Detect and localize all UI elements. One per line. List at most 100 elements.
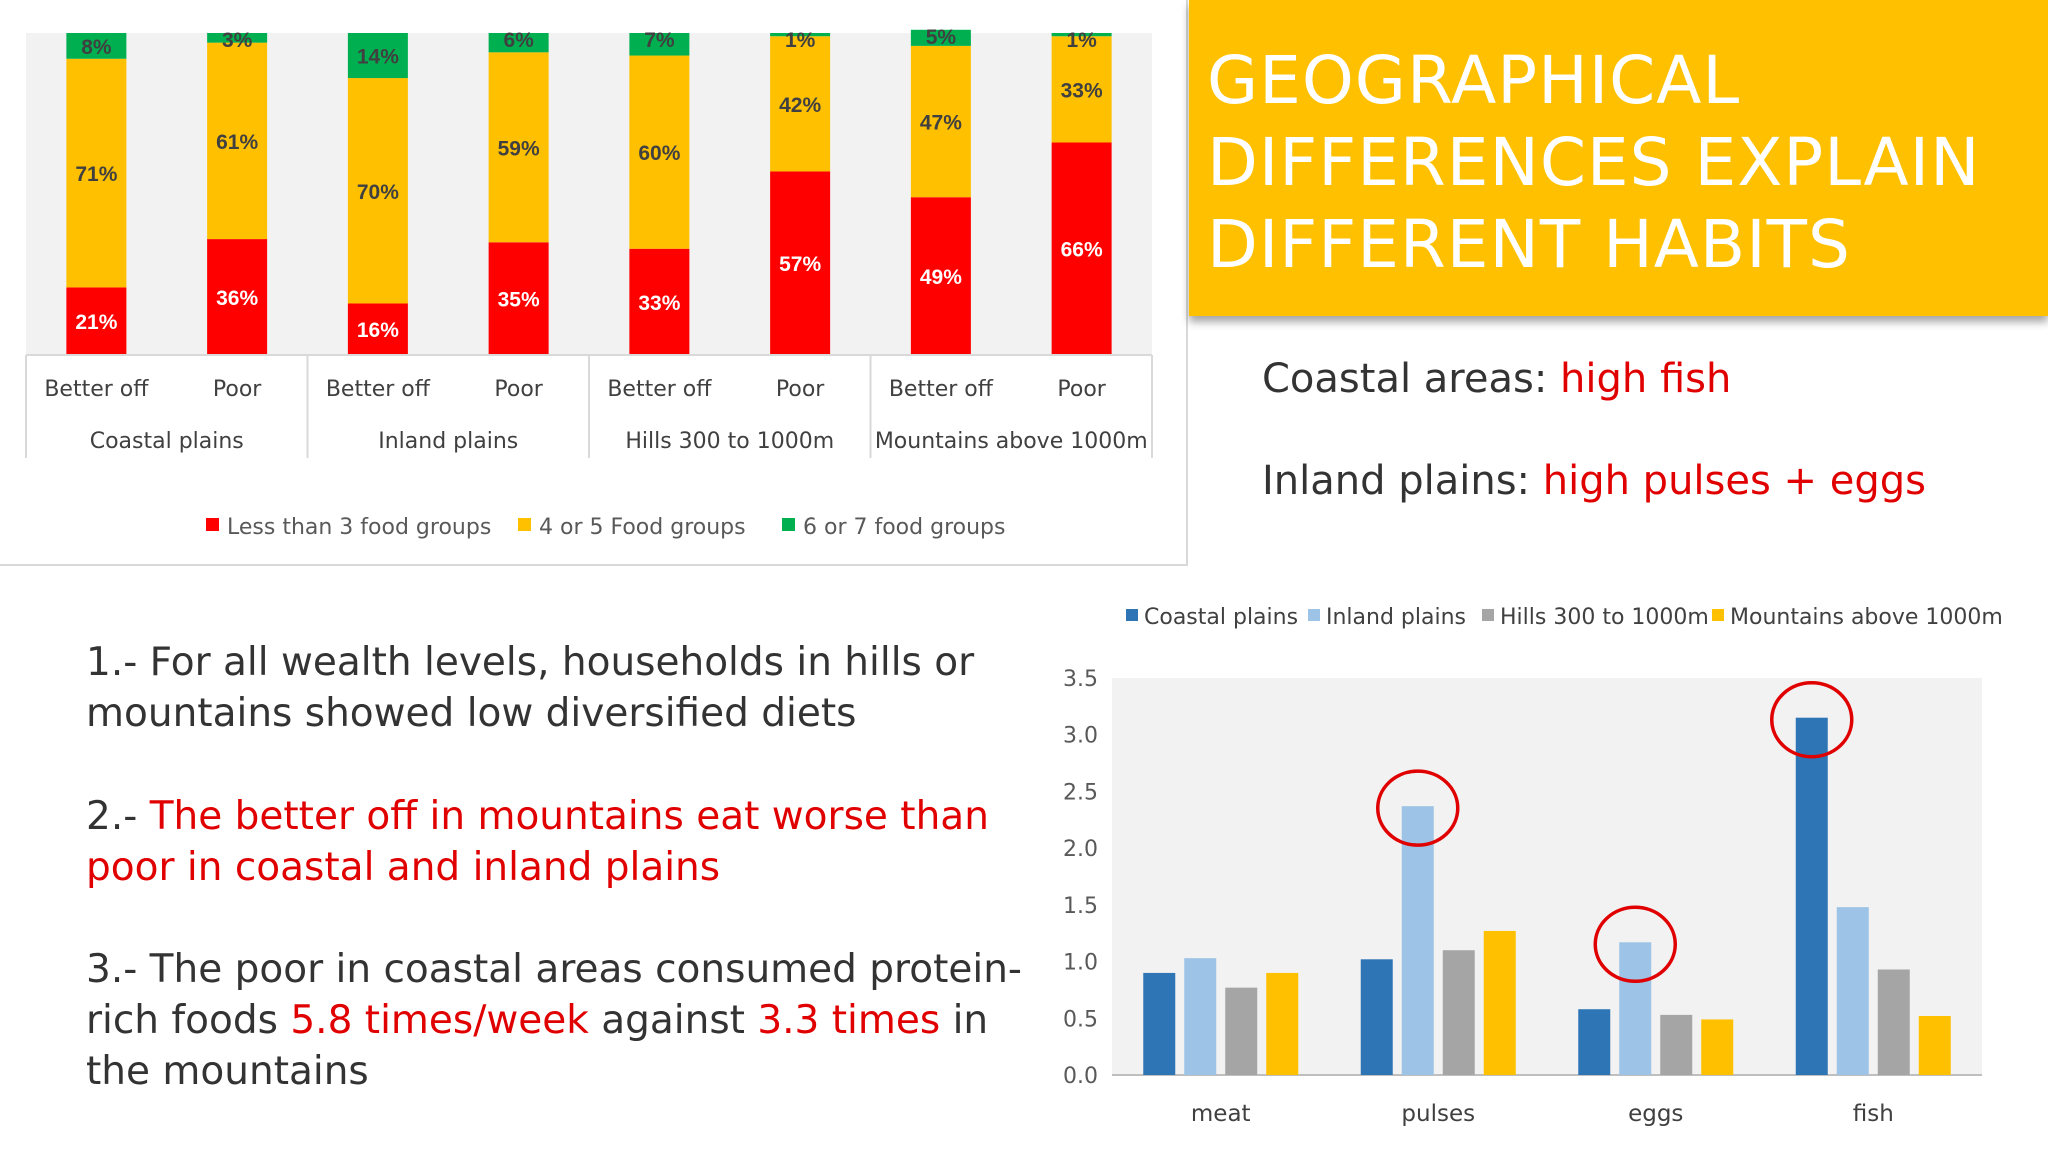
bar-less-than-3-segment [347,303,408,355]
bar-less-than-3-segment [207,239,268,355]
note-inland: Inland plains: high pulses + eggs [1262,458,1926,504]
bar-6-or-7-segment [770,33,831,37]
category-label: Better off [889,377,994,402]
category-label: Poor [1057,377,1106,402]
legend-swatch [1712,609,1724,621]
data-label: 33% [638,292,680,315]
data-label: 1% [1066,29,1097,52]
bar-4-or-5-segment [488,52,549,243]
y-tick-label: 1.0 [1063,951,1098,976]
category-label: Better off [326,377,431,402]
data-label: 35% [498,289,540,312]
category-label: Poor [494,377,543,402]
finding-2: 2.- The better off in mountains eat wors… [86,791,1026,893]
stacked-chart-panel: 21% 71% 8% Better off 36% 61% 3% Poor 16% 70% 14% B… [0,0,1188,566]
data-label: 36% [216,287,258,310]
bar-hills-300-to-1000m [1877,969,1910,1075]
bar-less-than-3-segment [910,197,971,355]
note-coastal-prefix: Coastal areas: [1262,356,1561,402]
finding-1: 1.- For all wealth levels, households in… [86,640,975,736]
bar-4-or-5-segment [910,45,971,198]
legend-label: 6 or 7 food groups [803,515,1005,540]
data-label: 8% [81,36,112,59]
highlight-circle [1376,769,1460,847]
category-label: pulses [1401,1101,1475,1127]
data-label: 59% [498,137,540,160]
bar-less-than-3-segment [1051,142,1112,355]
bar-hills-300-to-1000m [1225,987,1258,1075]
category-label: Better off [607,377,712,402]
bar-inland-plains [1619,942,1652,1075]
y-tick-label: 0.0 [1063,1064,1098,1089]
bar-coastal-plains [1360,959,1393,1075]
plot-area [26,33,1152,355]
note-inland-prefix: Inland plains: [1262,458,1543,504]
bar-less-than-3-segment [770,171,831,355]
bar-mountains-above-1000m [1266,972,1299,1075]
highlight-circle [1770,680,1854,759]
slide-title: GEOGRAPHICAL DIFFERENCES EXPLAIN DIFFERE… [1207,42,1981,283]
bar-hills-300-to-1000m [1442,950,1475,1075]
bar-coastal-plains [1795,717,1828,1075]
plot-area [1112,678,1982,1075]
highlight-circle [1593,905,1677,984]
legend-label: Inland plains [1326,605,1466,630]
bar-mountains-above-1000m [1918,1016,1951,1075]
finding-3-highlight-b: 3.3 times [757,998,941,1043]
legend-label: Mountains above 1000m [1730,605,2003,630]
bar-less-than-3-segment [488,242,549,355]
group-label: Hills 300 to 1000m [625,429,834,454]
finding-2-highlight: The better off in mountains eat worse th… [86,794,989,890]
finding-3: 3.- The poor in coastal areas consumed p… [86,944,1026,1097]
bar-mountains-above-1000m [1701,1019,1734,1075]
bar-4-or-5-segment [770,36,831,172]
data-label: 5% [926,26,957,49]
bar-coastal-plains [1578,1009,1611,1075]
category-label: eggs [1628,1101,1683,1127]
finding-2-prefix: 2.- [86,794,150,839]
bar-4-or-5-segment [66,58,127,288]
bar-6-or-7-segment [910,29,971,46]
y-tick-label: 3.0 [1063,724,1098,749]
finding-3-highlight-a: 5.8 times/week [290,998,589,1043]
bar-6-or-7-segment [347,33,408,79]
bar-inland-plains [1836,907,1869,1075]
legend-swatch [1308,609,1320,621]
bar-mountains-above-1000m [1483,930,1516,1075]
bar-6-or-7-segment [207,33,268,43]
legend-label: Hills 300 to 1000m [1500,605,1709,630]
data-label: 71% [75,163,117,186]
y-tick-label: 2.0 [1063,837,1098,862]
bar-6-or-7-segment [488,33,549,53]
category-label: Poor [776,377,825,402]
data-label: 60% [638,142,680,165]
legend-label: Coastal plains [1144,605,1298,630]
bar-coastal-plains [1143,972,1176,1075]
data-label: 1% [785,29,816,52]
data-label: 61% [216,131,258,154]
data-label: 33% [1061,79,1103,102]
data-label: 16% [357,319,399,342]
data-label: 7% [644,29,675,52]
data-label: 3% [222,29,253,52]
bar-less-than-3-segment [66,287,127,355]
y-tick-label: 3.5 [1063,667,1098,692]
title-banner: GEOGRAPHICAL DIFFERENCES EXPLAIN DIFFERE… [1189,0,2048,316]
bar-6-or-7-segment [629,33,690,56]
bar-4-or-5-segment [1051,36,1112,143]
bar-4-or-5-segment [629,55,690,249]
bar-6-or-7-segment [1051,33,1112,37]
bar-inland-plains [1184,958,1217,1075]
bar-6-or-7-segment [66,33,127,59]
bar-4-or-5-segment [347,78,408,304]
bar-inland-plains [1401,806,1434,1075]
bar-4-or-5-segment [207,42,268,240]
legend-swatch [782,518,795,531]
legend-swatch [1482,609,1494,621]
category-label: fish [1853,1101,1894,1127]
bar-hills-300-to-1000m [1660,1014,1693,1075]
data-label: 6% [503,29,534,52]
food-groups-stacked-chart: 21% 71% 8% Better off 36% 61% 3% Poor 16% 70% 14% B… [25,26,1153,540]
y-tick-label: 2.5 [1063,780,1098,805]
note-coastal: Coastal areas: high fish [1262,356,1731,402]
